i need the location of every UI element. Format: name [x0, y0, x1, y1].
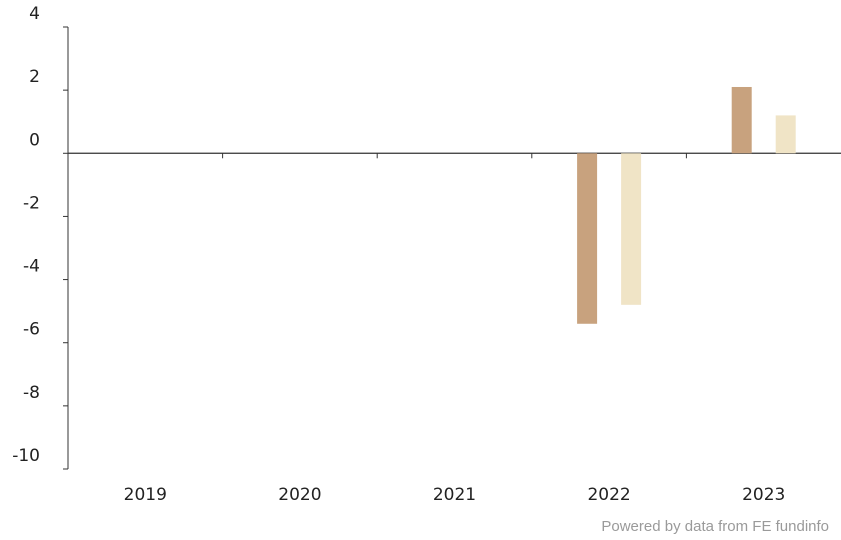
y-tick-label: 4 [29, 4, 40, 24]
x-tick-label: 2020 [278, 485, 321, 505]
x-axis-ticks: 2019 2020 2021 2022 2023 [124, 153, 785, 505]
x-tick-label: 2022 [587, 485, 630, 505]
y-tick-label: -4 [23, 257, 40, 277]
x-tick-label: 2019 [124, 485, 167, 505]
y-tick-label: -2 [23, 193, 40, 213]
bar-series-2-2023 [775, 115, 796, 154]
y-tick-label: 2 [29, 67, 40, 87]
y-tick-label: -10 [12, 446, 40, 466]
x-tick-label: 2023 [742, 485, 785, 505]
bar-series-1-2023 [731, 86, 752, 154]
y-tick-label: 0 [29, 130, 40, 150]
data-credit: Powered by data from FE fundinfo [601, 518, 829, 535]
y-axis-ticks: 4 2 0 -2 -4 -6 -8 -10 [12, 4, 68, 470]
axes [67, 27, 841, 469]
bar-series-2-2022 [621, 153, 642, 305]
bars [577, 86, 796, 324]
y-tick-label: -6 [23, 320, 40, 340]
y-tick-label: -8 [23, 383, 40, 403]
bar-series-1-2022 [577, 153, 598, 324]
x-tick-label: 2021 [433, 485, 476, 505]
